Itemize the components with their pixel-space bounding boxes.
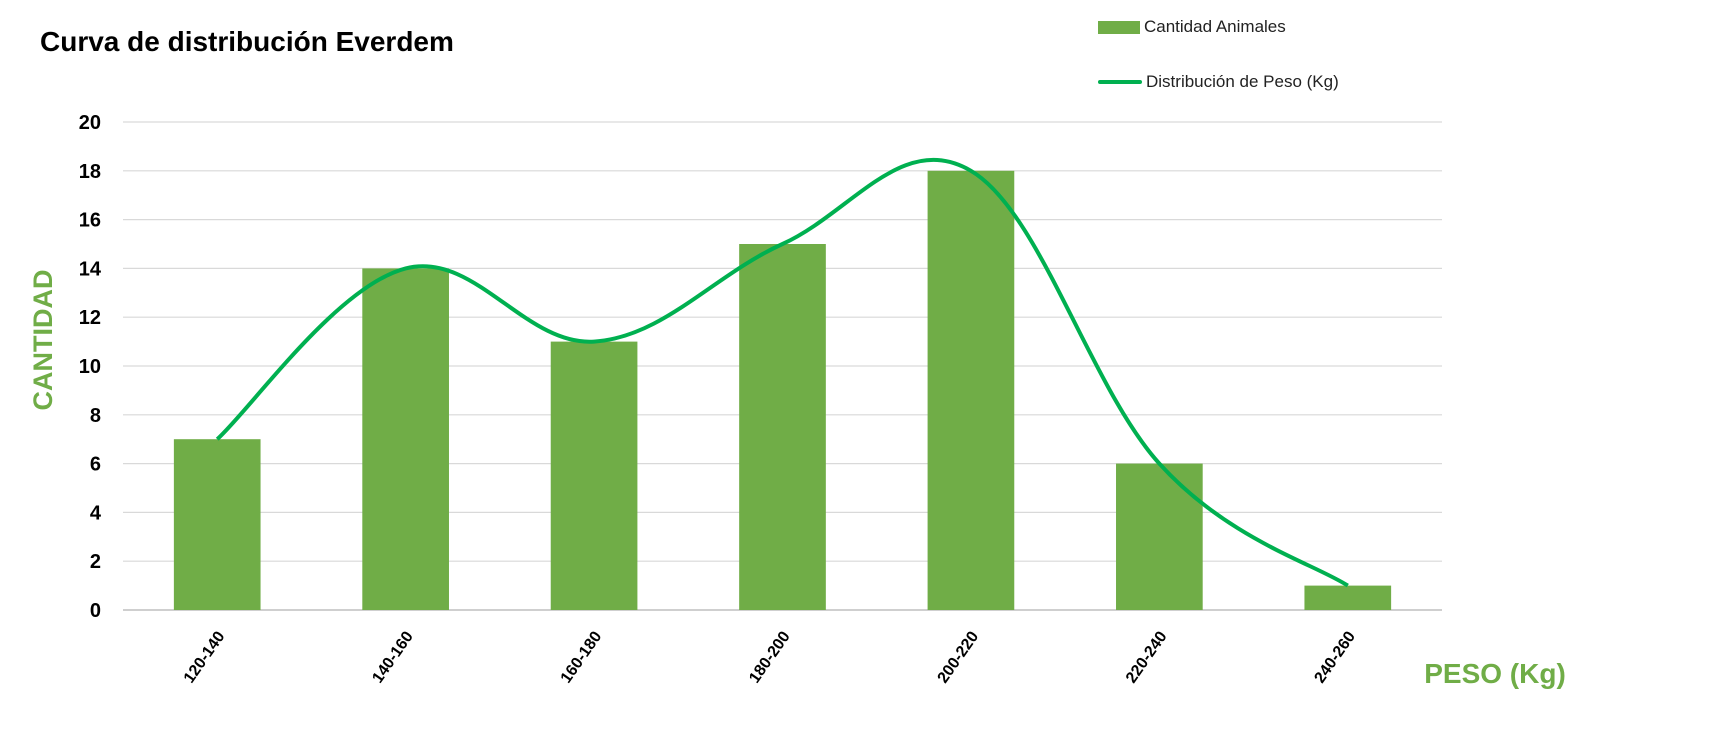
legend-item-line: Distribución de Peso (Kg) (1098, 69, 1339, 95)
bar (927, 170, 1015, 611)
legend-item-bars: Cantidad Animales (1098, 14, 1339, 40)
y-tick-label: 8 (90, 405, 101, 427)
bar (173, 439, 261, 610)
x-tick-label: 140-160 (369, 628, 417, 686)
y-tick-label: 14 (79, 258, 102, 280)
legend-bar-swatch (1098, 20, 1140, 34)
y-tick-label: 10 (79, 356, 101, 378)
chart-title: Curva de distribución Everdem (40, 26, 454, 57)
y-tick-label: 20 (79, 112, 101, 134)
y-tick-label: 18 (79, 161, 101, 183)
y-tick-label: 16 (79, 210, 101, 232)
x-tick-label: 240-260 (1311, 628, 1359, 686)
legend-bar-label: Cantidad Animales (1144, 17, 1286, 36)
y-tick-label: 6 (90, 454, 101, 476)
x-tick-labels: 120-140 140-160 160-180 180-200 200-220 220-2… (181, 628, 1359, 686)
bar (739, 244, 826, 610)
x-tick-label: 200-220 (935, 628, 983, 686)
bar (550, 341, 638, 610)
bar (1304, 585, 1392, 610)
legend: Cantidad Animales Distribución de Peso (… (1098, 14, 1339, 95)
distribution-curve (215, 157, 1349, 588)
bar (1116, 463, 1203, 610)
x-tick-label: 160-180 (558, 628, 606, 686)
y-tick-label: 12 (79, 307, 101, 329)
x-tick-label: 220-240 (1123, 628, 1171, 686)
y-tick-labels: 0 2 4 6 8 10 12 14 16 18 20 (79, 112, 102, 622)
y-tick-label: 2 (90, 551, 101, 573)
bar (362, 268, 449, 610)
bars (173, 170, 1392, 611)
y-tick-label: 0 (90, 600, 101, 622)
y-axis-title: CANTIDAD (28, 270, 58, 411)
x-tick-label: 120-140 (181, 628, 229, 686)
legend-line-label: Distribución de Peso (Kg) (1146, 72, 1339, 91)
x-tick-label: 180-200 (746, 628, 794, 686)
y-tick-label: 4 (90, 502, 102, 524)
legend-line-swatch (1098, 80, 1142, 84)
x-axis-title: PESO (Kg) (1424, 658, 1566, 689)
